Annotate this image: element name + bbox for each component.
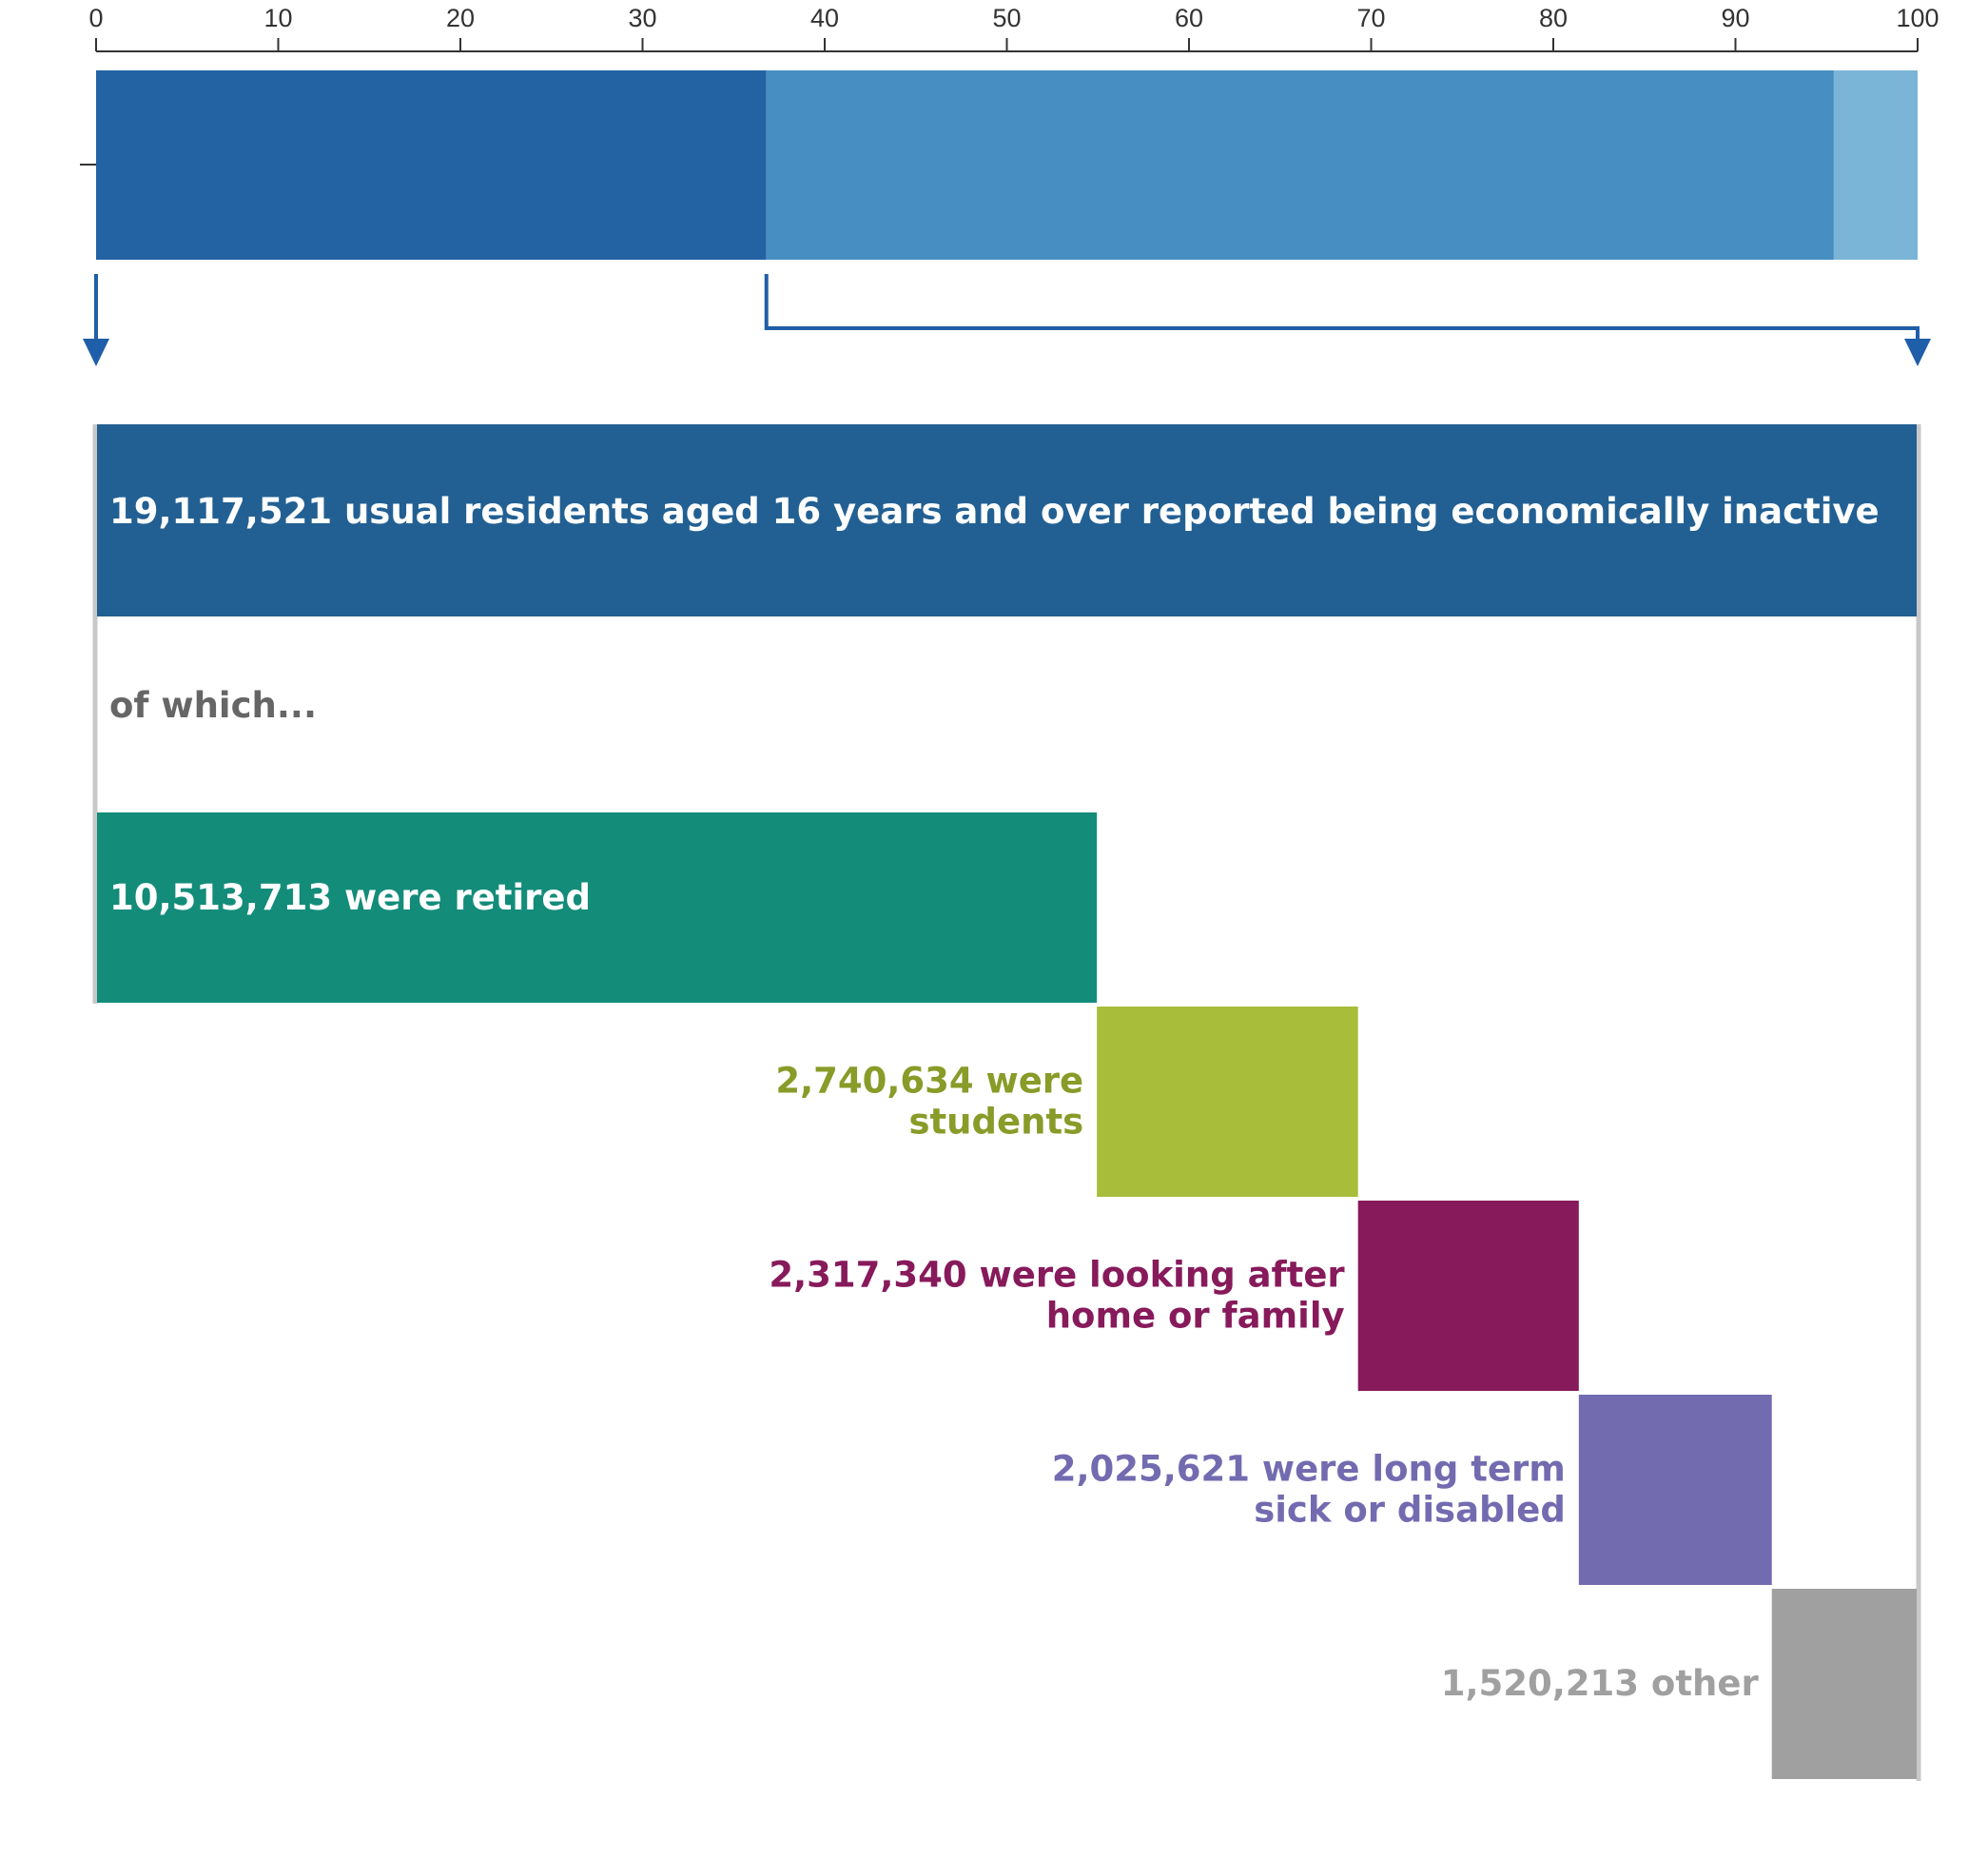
x-tick-label: 50	[992, 4, 1021, 32]
connector-arrows	[83, 274, 1931, 366]
arrow-head-left	[83, 339, 109, 366]
breakdown-bar	[1357, 1201, 1579, 1391]
breakdown-bar-label: 2,740,634 were	[775, 1061, 1083, 1102]
x-tick-label: 0	[88, 4, 103, 32]
stacked-bar-segment	[96, 70, 767, 260]
stacked-bar-segment	[766, 70, 1834, 260]
of-which-label: of which...	[109, 685, 317, 726]
breakdown-bar-label: sick or disabled	[1254, 1490, 1566, 1531]
x-axis: 0 10 20 30 40 50 60 70 80 90 100	[88, 4, 1939, 52]
breakdown-bar	[1578, 1395, 1772, 1585]
x-tick-label: 10	[263, 4, 292, 32]
total-bar-label: 19,117,521 usual residents aged 16 years…	[109, 491, 1880, 532]
breakdown-bar-label: home or family	[1046, 1296, 1345, 1337]
breakdown-chart: 19,117,521 usual residents aged 16 years…	[92, 424, 1921, 1781]
arrow-bracket-right	[764, 274, 1920, 342]
x-tick-label: 80	[1539, 4, 1568, 32]
breakdown-bar	[1097, 1007, 1358, 1197]
x-tick-label: 30	[628, 4, 656, 32]
x-tick-label: 70	[1356, 4, 1385, 32]
total-bar	[97, 424, 1917, 616]
x-tick-label: 90	[1721, 4, 1749, 32]
breakdown-bar-label: 1,520,213 other	[1441, 1663, 1760, 1704]
breakdown-bar	[1771, 1589, 1917, 1779]
x-tick-label: 60	[1175, 4, 1203, 32]
breakdown-bar-label: 2,025,621 were long term	[1052, 1449, 1566, 1490]
x-tick-label: 40	[810, 4, 839, 32]
stacked-bar	[80, 70, 1918, 260]
x-tick-label: 100	[1896, 4, 1939, 32]
breakdown-bar-label: 10,513,713 were retired	[109, 877, 591, 918]
stacked-bar-segment	[1833, 70, 1918, 260]
breakdown-bar	[97, 812, 1098, 1003]
x-tick-label: 20	[446, 4, 475, 32]
arrow-head-right	[1904, 339, 1931, 366]
breakdown-bar-label: 2,317,340 were looking after	[769, 1255, 1345, 1296]
breakdown-bar-label: students	[908, 1102, 1083, 1143]
